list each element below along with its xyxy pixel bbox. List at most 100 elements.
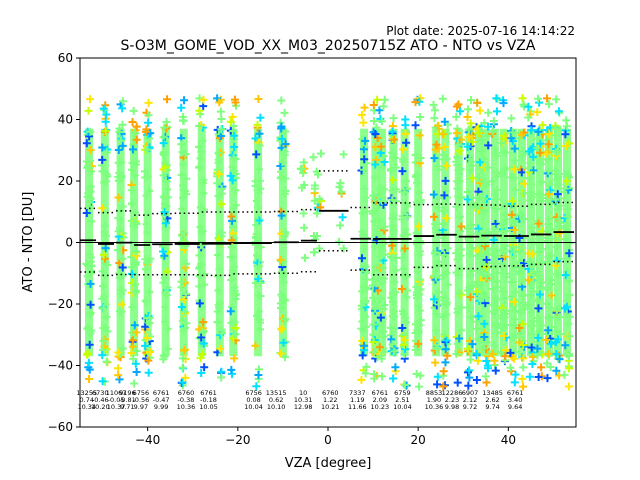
- scatter-point: [361, 267, 370, 276]
- scatter-point: [130, 321, 139, 330]
- scatter-point: [391, 363, 400, 372]
- scatter-point: [359, 282, 368, 291]
- scatter-point: [400, 380, 409, 389]
- scatter-point: [489, 270, 498, 279]
- scatter-point: [488, 349, 497, 358]
- scatter-point: [128, 117, 137, 126]
- scatter-point: [398, 253, 407, 262]
- scatter-point: [163, 267, 172, 276]
- scatter-point: [389, 153, 398, 162]
- scatter-point: [130, 222, 139, 231]
- scatter-point: [401, 121, 410, 130]
- scatter-point: [161, 288, 170, 297]
- scatter-point: [182, 319, 191, 328]
- scatter-point: [441, 187, 450, 196]
- plot-date-label: Plot date: 2025-07-16 14:14:22: [386, 24, 575, 38]
- scatter-point: [162, 202, 171, 211]
- scatter-point: [456, 165, 465, 174]
- scatter-point: [178, 354, 187, 363]
- scatter-point: [132, 367, 141, 376]
- scatter-point: [433, 344, 442, 353]
- scatter-point: [101, 126, 110, 135]
- scatter-point: [492, 319, 501, 328]
- scatter-point: [465, 250, 474, 259]
- scatter-point: [360, 103, 369, 112]
- scatter-point: [400, 244, 409, 253]
- scatter-point: [519, 214, 528, 223]
- scatter-point: [543, 374, 552, 383]
- scatter-point: [281, 186, 290, 195]
- scatter-point: [370, 374, 379, 383]
- scatter-point: [380, 301, 389, 310]
- scatter-point: [438, 220, 447, 229]
- scatter-point: [358, 287, 367, 296]
- scatter-point: [489, 263, 498, 272]
- column-count-label: 6756: [245, 389, 262, 397]
- scatter-point: [84, 237, 93, 246]
- scatter-point: [403, 286, 412, 295]
- scatter-point: [276, 255, 285, 264]
- column-std-label: 9.64: [508, 403, 522, 411]
- scatter-point: [565, 332, 574, 341]
- scatter-point: [197, 368, 206, 377]
- scatter-point: [452, 349, 461, 358]
- scatter-point: [389, 307, 398, 316]
- scatter-point: [277, 211, 286, 220]
- scatter-point: [84, 106, 93, 115]
- scatter-point: [373, 203, 382, 212]
- scatter-point: [360, 341, 369, 350]
- column-std-label: 9.72: [463, 403, 477, 411]
- scatter-point: [547, 291, 556, 300]
- column-mean-label: 2.51: [395, 396, 409, 404]
- scatter-point: [398, 307, 407, 316]
- column-std-label: 10.04: [393, 403, 412, 411]
- scatter-point: [132, 328, 141, 337]
- scatter-point: [200, 363, 209, 372]
- scatter-point: [534, 219, 543, 228]
- scatter-point: [455, 212, 464, 221]
- scatter-point: [561, 271, 570, 280]
- scatter-point: [441, 345, 450, 354]
- scatter-point: [230, 143, 239, 152]
- scatter-point: [515, 324, 524, 333]
- scatter-point: [227, 243, 236, 252]
- scatter-point: [546, 339, 555, 348]
- scatter-point: [215, 298, 224, 307]
- column-count-label: 9196: [119, 389, 136, 397]
- scatter-point: [433, 165, 442, 174]
- scatter-point: [297, 183, 306, 192]
- scatter-point: [472, 375, 481, 384]
- scatter-point: [520, 302, 529, 311]
- scatter-point: [372, 123, 381, 132]
- scatter-point: [299, 209, 308, 218]
- scatter-point: [278, 292, 287, 301]
- column-count-label: 6907: [462, 389, 479, 397]
- scatter-point: [414, 326, 423, 335]
- column-count-label: 13485: [482, 389, 503, 397]
- scatter-point: [473, 98, 482, 107]
- scatter-point: [376, 218, 385, 227]
- scatter-point: [178, 363, 187, 372]
- scatter-point: [438, 94, 447, 103]
- scatter-point: [230, 354, 239, 363]
- scatter-point: [101, 117, 110, 126]
- scatter-point: [497, 259, 506, 268]
- scatter-point: [179, 295, 188, 304]
- scatter-point: [411, 150, 420, 159]
- scatter-point: [253, 120, 262, 129]
- scatter-point: [440, 191, 449, 200]
- column-mean-label: -0.05: [108, 396, 125, 404]
- scatter-point: [231, 201, 240, 210]
- scatter-point: [440, 330, 449, 339]
- scatter-point: [226, 117, 235, 126]
- scatter-point: [277, 325, 286, 334]
- scatter-point: [553, 146, 562, 155]
- scatter-point: [213, 272, 222, 281]
- scatter-point: [452, 112, 461, 121]
- scatter-point: [86, 308, 95, 317]
- scatter-point: [434, 121, 443, 130]
- scatter-point: [415, 188, 424, 197]
- scatter-point: [537, 321, 546, 330]
- scatter-point: [542, 150, 551, 159]
